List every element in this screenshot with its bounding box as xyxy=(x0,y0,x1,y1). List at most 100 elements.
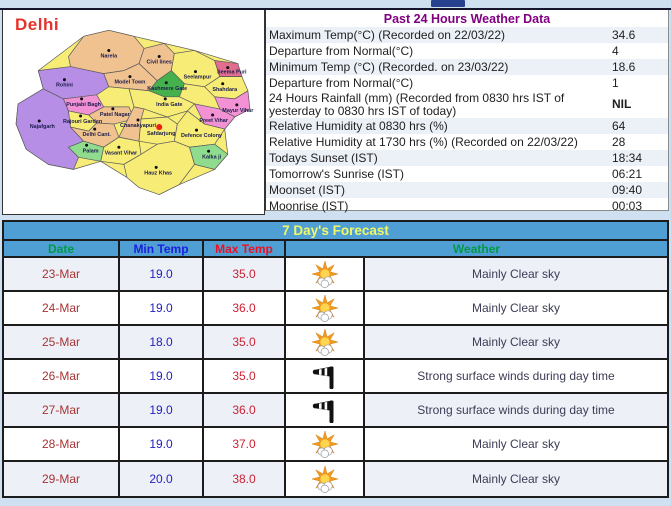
map-dot xyxy=(164,81,168,85)
map-label: Vasant Vihar xyxy=(105,150,138,156)
past24-row: 24 Hours Rainfall (mm) (Recorded from 08… xyxy=(266,91,668,118)
map-label: Seema Puri xyxy=(217,70,247,76)
forecast-min-temp: 19.0 xyxy=(120,360,204,392)
past24-panel: Past 24 Hours Weather Data Maximum Temp(… xyxy=(265,10,669,214)
map-dot xyxy=(93,127,97,131)
past24-row-value: 4 xyxy=(612,43,619,58)
past24-row-label: 24 Hours Rainfall (mm) (Recorded from 08… xyxy=(269,90,565,118)
windsock-icon xyxy=(312,366,333,389)
past24-row-value: 1 xyxy=(612,75,619,90)
forecast-min-temp: 20.0 xyxy=(120,462,204,496)
past24-row: Moonrise (IST) 00:03 xyxy=(266,198,668,214)
map-label: Rajouri Garden xyxy=(63,119,102,125)
map-dot xyxy=(79,114,83,118)
map-label: Hauz Khas xyxy=(144,170,172,176)
forecast-date: 28-Mar xyxy=(4,428,120,460)
map-dot xyxy=(107,48,111,52)
map-label: Seelampur xyxy=(184,75,213,81)
map-label: India Gate xyxy=(156,102,182,108)
forecast-row: 25-Mar 18.0 35.0 Mainly Clear sky xyxy=(4,326,667,360)
forecast-min-temp: 19.0 xyxy=(120,394,204,426)
sun-cloud-icon xyxy=(310,294,339,322)
forecast-min-temp: 19.0 xyxy=(120,292,204,324)
forecast-min-temp: 18.0 xyxy=(120,326,204,358)
weather-icon-cell xyxy=(286,326,365,358)
forecast-row: 26-Mar 19.0 35.0 Strong surface winds du… xyxy=(4,360,667,394)
map-dot xyxy=(221,82,225,86)
map-dot xyxy=(117,145,121,149)
past24-row-value: NIL xyxy=(612,97,632,111)
past24-row: Relative Humidity at 0830 hrs (%) 64 xyxy=(266,118,668,134)
forecast-max-temp: 36.0 xyxy=(204,292,286,324)
past24-title: Past 24 Hours Weather Data xyxy=(383,12,551,26)
forecast-col-date: Date xyxy=(4,241,120,257)
map-dot xyxy=(136,118,140,122)
forecast-date: 24-Mar xyxy=(4,292,120,324)
past24-row: Tomorrow's Sunrise (IST) 06:21 xyxy=(266,166,668,182)
past24-row: Departure from Normal(°C) 1 xyxy=(266,75,668,91)
forecast-row: 27-Mar 19.0 36.0 Strong surface winds du… xyxy=(4,394,667,428)
forecast-row: 24-Mar 19.0 36.0 Mainly Clear sky xyxy=(4,292,667,326)
past24-row-value: 64 xyxy=(612,118,626,133)
windsock-icon xyxy=(312,400,333,423)
sun-cloud-icon xyxy=(310,465,339,493)
map-region-rohini xyxy=(37,66,110,100)
weather-icon-cell xyxy=(286,360,365,392)
map-label: Mayur Vihar xyxy=(222,108,254,114)
forecast-weather-text: Mainly Clear sky xyxy=(471,301,561,315)
delhi-districts-map: Narela Rohini Civil lines Model Town See… xyxy=(15,29,254,195)
past24-row: Maximum Temp(°C) (Recorded on 22/03/22) … xyxy=(266,27,668,43)
forecast-max-temp: 35.0 xyxy=(204,258,286,290)
past24-row-label: Maximum Temp(°C) (Recorded on 22/03/22) xyxy=(269,27,506,42)
sun-cloud-icon xyxy=(310,260,339,288)
forecast-weather-text: Mainly Clear sky xyxy=(365,462,667,496)
map-label: Najafgarh xyxy=(30,124,55,130)
map-region-chanakyapuri xyxy=(118,106,145,142)
map-dot xyxy=(37,119,41,123)
map-label: Delhi Cant. xyxy=(83,132,112,138)
forecast-date: 26-Mar xyxy=(4,360,120,392)
sun-cloud-icon xyxy=(310,430,339,458)
forecast-weather-text: Mainly Clear sky xyxy=(471,437,561,451)
forecast-row: 29-Mar 20.0 38.0 Mainly Clear sky xyxy=(4,462,667,496)
weather-icon-cell xyxy=(286,428,365,460)
past24-row-label: Relative Humidity at 1730 hrs (%) (Recor… xyxy=(269,134,578,149)
map-dot xyxy=(235,103,239,107)
map-label: Narela xyxy=(100,54,118,60)
map-label: Punjabi Bagh xyxy=(66,102,101,108)
forecast-table: 7 Day's Forecast Date Min Temp Max Temp … xyxy=(2,220,669,498)
map-region-hauz-khas xyxy=(123,140,195,195)
forecast-weather-text: Strong surface winds during day time xyxy=(417,369,615,383)
forecast-row: 23-Mar 19.0 35.0 Mainly Clear sky xyxy=(4,258,667,292)
past24-row: Todays Sunset (IST) 18:34 xyxy=(266,150,668,166)
past24-row-value: 34.6 xyxy=(612,27,636,42)
forecast-max-temp: 35.0 xyxy=(204,326,286,358)
past24-row-label: Moonrise (IST) xyxy=(269,198,349,213)
map-label: Defence Colony xyxy=(181,133,222,139)
past24-row: Moonset (IST) 09:40 xyxy=(266,182,668,198)
past24-row: Departure from Normal(°C) 4 xyxy=(266,43,668,59)
forecast-date: 23-Mar xyxy=(4,258,120,290)
past24-row-label: Departure from Normal(°C) xyxy=(269,75,414,90)
map-dot xyxy=(193,70,197,74)
map-label: Preet Vihar xyxy=(199,118,228,124)
map-label: Model Town xyxy=(114,80,145,86)
past24-row-value: 28 xyxy=(612,134,626,149)
map-dot xyxy=(128,75,132,79)
forecast-max-temp: 36.0 xyxy=(204,394,286,426)
forecast-min-temp: 19.0 xyxy=(120,428,204,460)
map-dot xyxy=(154,165,158,169)
map-label: Safdarjung xyxy=(147,131,175,137)
forecast-weather-text: Mainly Clear sky xyxy=(365,326,667,358)
past24-row-label: Minimum Temp (°C) (Recorded. on 23/03/22… xyxy=(269,59,509,74)
map-dot xyxy=(62,78,66,82)
forecast-col-weather: Weather xyxy=(452,242,501,256)
weather-icon-cell xyxy=(286,462,365,496)
forecast-max-temp: 38.0 xyxy=(204,462,286,496)
forecast-date: 25-Mar xyxy=(4,326,120,358)
forecast-weather-text: Strong surface winds during day time xyxy=(365,394,667,426)
forecast-min-temp: 19.0 xyxy=(120,258,204,290)
forecast-col-min-temp: Min Temp xyxy=(120,241,204,257)
map-dot xyxy=(226,66,230,70)
weather-icon-cell xyxy=(286,292,365,324)
